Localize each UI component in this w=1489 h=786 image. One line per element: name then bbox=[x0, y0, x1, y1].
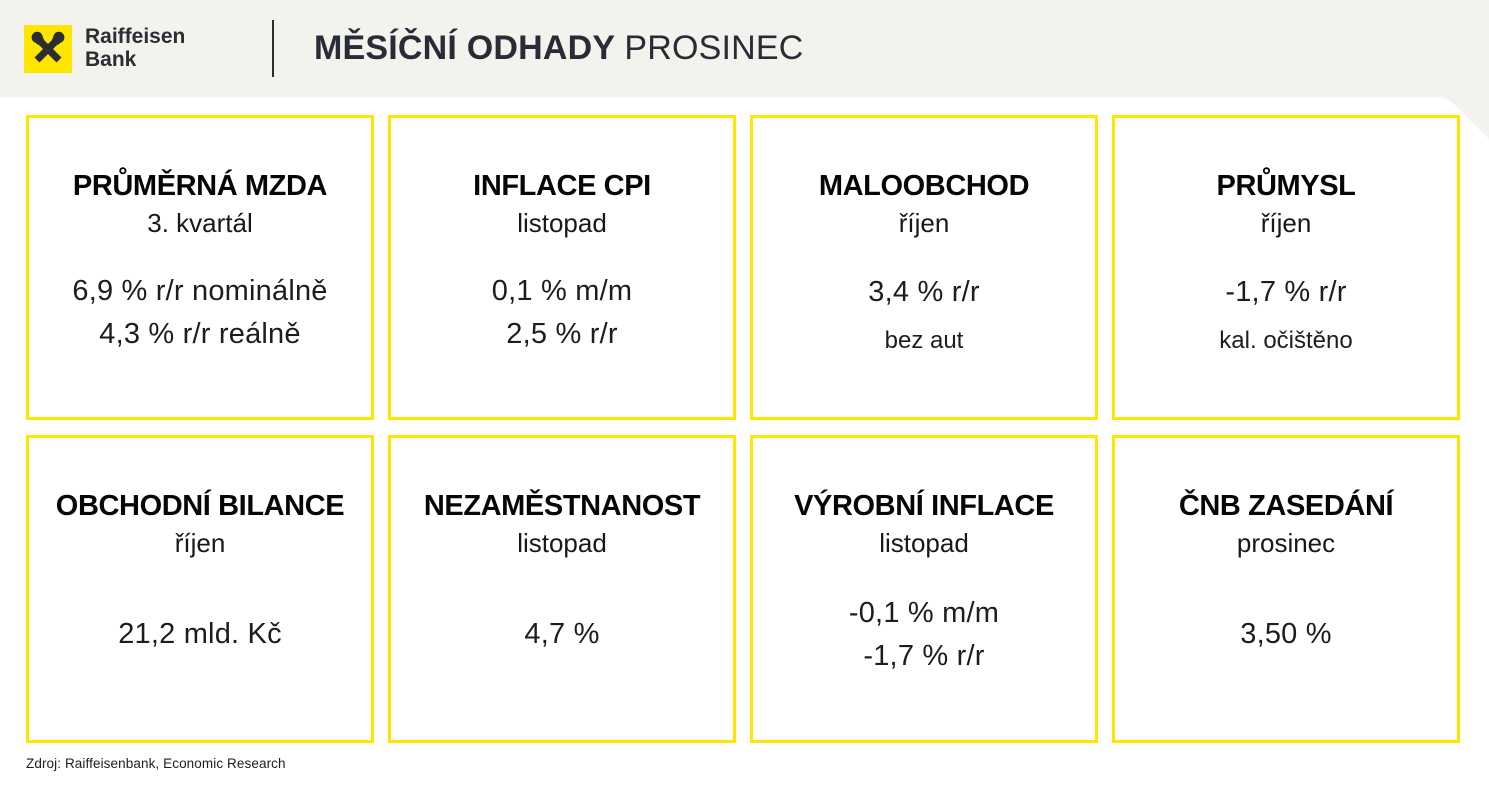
page-title-month: PROSINEC bbox=[624, 29, 804, 67]
header-divider bbox=[272, 20, 274, 77]
card-title: PRŮMYSL bbox=[1216, 170, 1356, 202]
card-title: VÝROBNÍ INFLACE bbox=[794, 490, 1054, 522]
card-body: 21,2 mld. Kč bbox=[118, 559, 282, 710]
card-period: 3. kvartál bbox=[147, 208, 253, 239]
header-bar: Raiffeisen Bank MĚSÍČNÍ ODHADY PROSINEC bbox=[0, 0, 1489, 97]
card-value: -0,1 % m/m bbox=[848, 596, 1000, 629]
brand-wordmark: Raiffeisen Bank bbox=[85, 25, 186, 71]
card-value: 21,2 mld. Kč bbox=[118, 618, 282, 651]
card-producer-inflation: VÝROBNÍ INFLACE listopad -0,1 % m/m -1,7… bbox=[750, 435, 1098, 743]
card-industry: PRŮMYSL říjen -1,7 % r/r kal. očištěno bbox=[1112, 115, 1460, 420]
card-body: 6,9 % r/r nominálně 4,3 % r/r reálně bbox=[72, 239, 327, 387]
raiffeisen-gable-cross-icon bbox=[24, 24, 72, 73]
card-title: MALOOBCHOD bbox=[818, 170, 1030, 202]
page-title: MĚSÍČNÍ ODHADY PROSINEC bbox=[314, 29, 804, 68]
page-title-main: MĚSÍČNÍ ODHADY bbox=[314, 29, 615, 67]
card-body: 0,1 % m/m 2,5 % r/r bbox=[492, 239, 632, 387]
card-period: říjen bbox=[898, 208, 950, 239]
card-body: 3,50 % bbox=[1240, 559, 1332, 710]
card-average-wage: PRŮMĚRNÁ MZDA 3. kvartál 6,9 % r/r nomin… bbox=[26, 115, 374, 420]
card-value: 4,3 % r/r reálně bbox=[99, 318, 301, 351]
card-note: kal. očištěno bbox=[1219, 327, 1353, 355]
card-value: 3,50 % bbox=[1240, 618, 1332, 651]
card-body: -1,7 % r/r kal. očištěno bbox=[1219, 239, 1352, 387]
card-period: listopad bbox=[879, 528, 969, 559]
source-note: Zdroj: Raiffeisenbank, Economic Research bbox=[26, 756, 286, 771]
card-cpi-inflation: INFLACE CPI listopad 0,1 % m/m 2,5 % r/r bbox=[388, 115, 736, 420]
card-period: listopad bbox=[517, 208, 607, 239]
card-value: -1,7 % r/r bbox=[863, 639, 985, 672]
card-title: NEZAMĚSTNANOST bbox=[423, 490, 701, 522]
card-title: INFLACE CPI bbox=[473, 170, 651, 202]
card-value: 2,5 % r/r bbox=[506, 318, 618, 351]
card-retail: MALOOBCHOD říjen 3,4 % r/r bez aut bbox=[750, 115, 1098, 420]
card-body: -0,1 % m/m -1,7 % r/r bbox=[849, 559, 999, 710]
card-value: 4,7 % bbox=[524, 618, 600, 651]
card-title: OBCHODNÍ BILANCE bbox=[55, 490, 345, 522]
card-body: 3,4 % r/r bez aut bbox=[868, 239, 979, 387]
card-title: PRŮMĚRNÁ MZDA bbox=[72, 170, 328, 202]
card-value: 3,4 % r/r bbox=[868, 276, 980, 309]
card-body: 4,7 % bbox=[524, 559, 599, 710]
card-value: 6,9 % r/r nominálně bbox=[72, 275, 328, 308]
card-value: -1,7 % r/r bbox=[1225, 276, 1347, 309]
card-trade-balance: OBCHODNÍ BILANCE říjen 21,2 mld. Kč bbox=[26, 435, 374, 743]
card-cnb-meeting: ČNB ZASEDÁNÍ prosinec 3,50 % bbox=[1112, 435, 1460, 743]
card-value: 0,1 % m/m bbox=[491, 275, 633, 308]
brand-line-1: Raiffeisen bbox=[85, 25, 186, 49]
brand: Raiffeisen Bank bbox=[24, 24, 272, 73]
card-note: bez aut bbox=[884, 327, 964, 355]
card-period: prosinec bbox=[1236, 528, 1336, 559]
cards-grid: PRŮMĚRNÁ MZDA 3. kvartál 6,9 % r/r nomin… bbox=[26, 115, 1460, 743]
card-period: říjen bbox=[1260, 208, 1312, 239]
card-period: říjen bbox=[174, 528, 226, 559]
brand-line-2: Bank bbox=[85, 47, 137, 71]
card-period: listopad bbox=[517, 528, 607, 559]
card-title: ČNB ZASEDÁNÍ bbox=[1178, 490, 1394, 522]
card-unemployment: NEZAMĚSTNANOST listopad 4,7 % bbox=[388, 435, 736, 743]
